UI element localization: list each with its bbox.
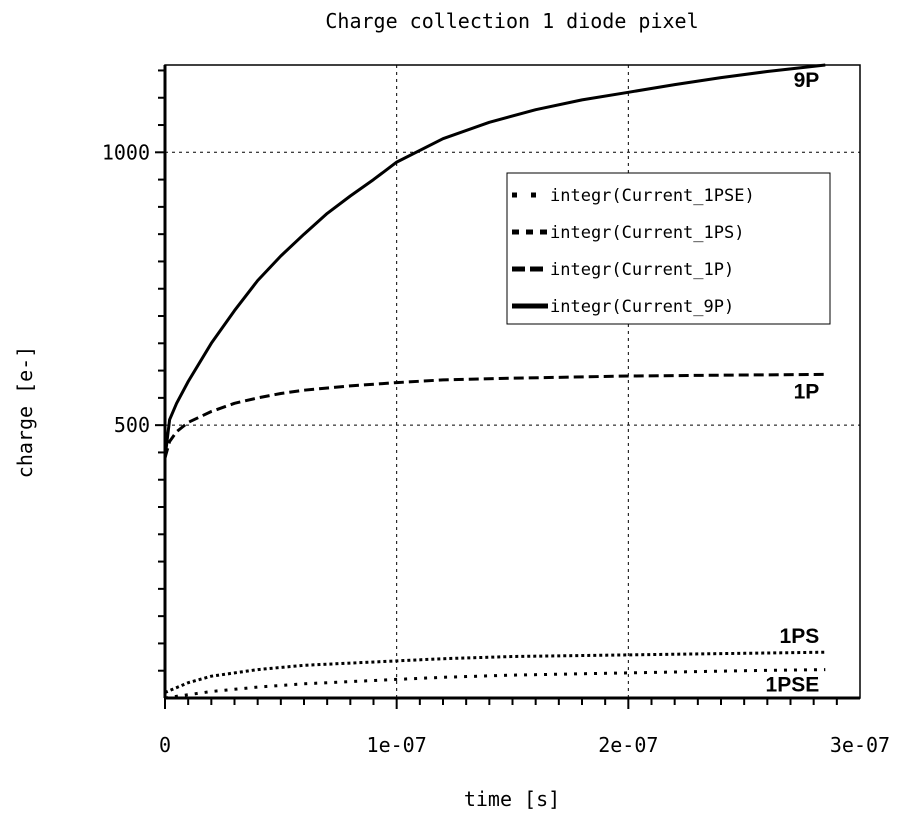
legend: integr(Current_1PSE) integr(Current_1PS)i… [506, 172, 831, 325]
x-tick-label: 1e-07 [367, 733, 427, 757]
legend-box [506, 172, 831, 325]
series-end-label: 1P [794, 380, 820, 403]
chart-title: Charge collection 1 diode pixel [325, 9, 698, 33]
series-line-1p [163, 372, 826, 459]
y-tick-label: 1000 [102, 140, 150, 164]
x-tick-label: 0 [159, 733, 171, 757]
series-layer: 9P 1P 1PS 1PSE [163, 63, 826, 700]
x-tick-label: 3e-07 [830, 733, 890, 757]
minor-ticks [155, 69, 838, 709]
series-line-1pse [164, 668, 826, 700]
y-tick-label: 500 [114, 413, 150, 437]
series-end-label: 9P [794, 69, 820, 92]
x-axis-label: time [s] [464, 787, 560, 811]
x-tick-label: 2e-07 [598, 733, 658, 757]
series-end-label: 1PS [780, 625, 820, 648]
x-tick-labels: 0 1e-07 2e-07 3e-07 [159, 733, 890, 757]
plot-frame [164, 64, 861, 699]
grid-lines [165, 65, 860, 698]
legend-entry: integr(Current_1PSE) [550, 186, 755, 206]
series-end-label: 1PSE [766, 674, 820, 697]
y-tick-labels: 500 1000 [102, 140, 150, 437]
series-line-9p [163, 63, 826, 459]
legend-entry: integr(Current_1PS) [550, 223, 744, 243]
legend-entry: integr(Current_9P) [550, 297, 734, 317]
legend-entry: integr(Current_1P) [550, 260, 734, 280]
y-axis-label: charge [e-] [13, 346, 37, 478]
series-line-1ps [164, 650, 826, 694]
